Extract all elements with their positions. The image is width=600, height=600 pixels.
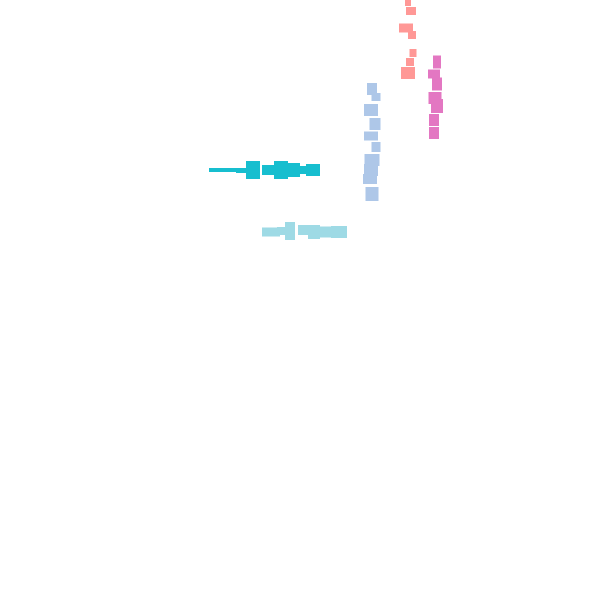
series-1 (399, 0, 417, 79)
scatter-point (246, 161, 260, 179)
scatter-point (262, 227, 280, 237)
scatter-point (306, 164, 320, 176)
scatter-point (363, 174, 377, 184)
series-5 (262, 222, 347, 240)
scatter-point (367, 83, 377, 95)
scatter-point (364, 164, 378, 176)
scatter-point (429, 127, 439, 139)
scatter-point (277, 227, 285, 235)
scatter-point (364, 154, 380, 166)
scatter-point (364, 104, 378, 116)
scatter-point (298, 225, 312, 235)
scatter-point (399, 23, 413, 33)
scatter-point (365, 187, 379, 201)
scatter-point (371, 142, 381, 152)
scatter-point (432, 77, 442, 91)
series-4 (209, 161, 320, 179)
scatter-point (331, 226, 347, 238)
scatter-point (364, 131, 378, 141)
scatter-point (409, 49, 417, 57)
scatter-point (288, 163, 300, 177)
series-2 (428, 55, 443, 139)
scatter-point (262, 165, 274, 175)
scatter-point (429, 114, 439, 126)
scatter-point (369, 118, 381, 130)
scatter-point (406, 58, 414, 66)
scatter-point (317, 226, 331, 238)
scatter-point (406, 7, 416, 15)
scatter-point (405, 0, 411, 6)
scatter-point (401, 67, 415, 79)
scatter-point (433, 55, 441, 69)
scatter-point (209, 168, 247, 172)
scatter-point (274, 161, 288, 179)
scatter-point (298, 166, 308, 174)
scatter-point (236, 169, 252, 173)
scatter-point (408, 31, 416, 39)
scatter-point (428, 69, 440, 79)
scatter-point (371, 93, 381, 101)
scatter-point (431, 99, 443, 113)
scatter-point (285, 222, 295, 240)
series-3 (363, 83, 381, 201)
